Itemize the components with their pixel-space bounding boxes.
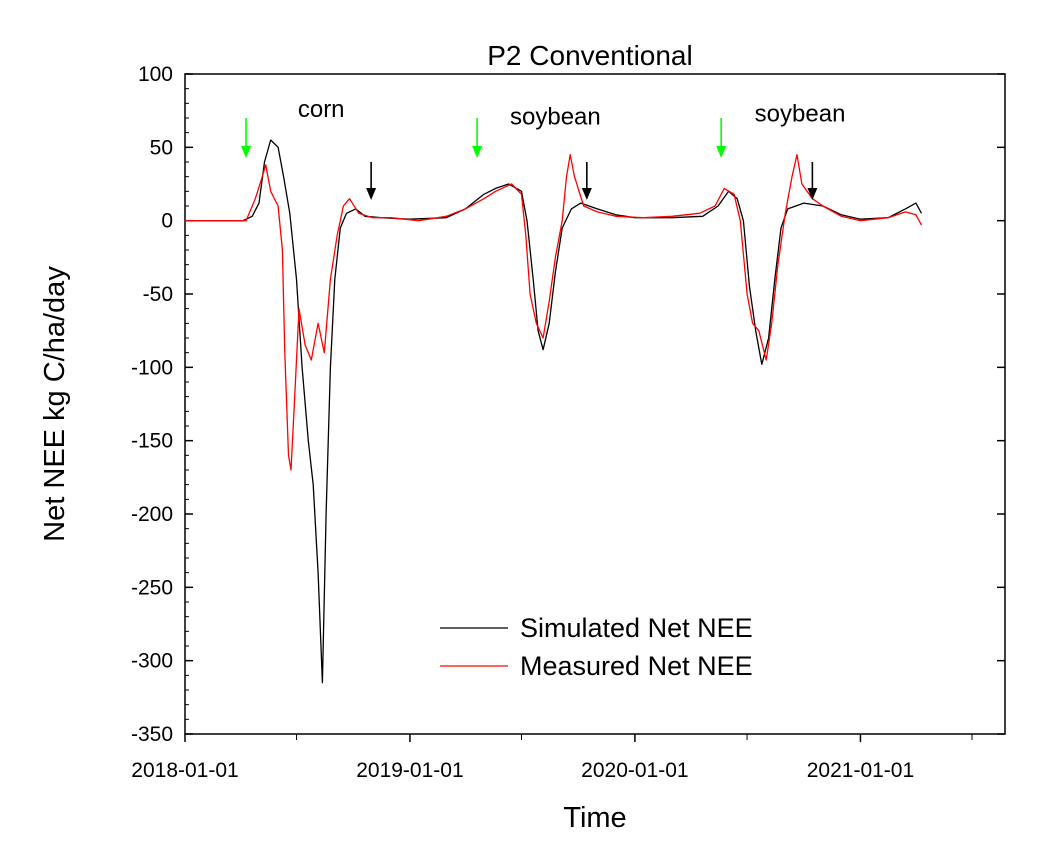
series-line-measured xyxy=(185,154,923,471)
x-tick-label: 2019-01-01 xyxy=(356,759,463,782)
y-tick-label: -50 xyxy=(143,283,173,306)
crop-label: soybean xyxy=(510,104,601,131)
x-tick-label: 2020-01-01 xyxy=(581,759,688,782)
x-axis: 2018-01-01 2019-01-01 2020-01-01 2021-01-01 xyxy=(131,734,973,782)
y-tick-label: -250 xyxy=(131,576,173,599)
x-tick-label: 2021-01-01 xyxy=(807,759,914,782)
harvest-arrow xyxy=(581,188,592,200)
y-axis: 100 50 0 -50 -100 -150 -200 -250 -300 -350 xyxy=(131,63,1005,746)
planting-arrow xyxy=(716,146,727,158)
y-tick-label: 50 xyxy=(150,136,173,159)
legend: Simulated Net NEE Measured Net NEE xyxy=(440,613,753,681)
y-tick-label: -350 xyxy=(131,723,173,746)
x-axis-label: Time xyxy=(563,802,626,834)
y-tick-label: -200 xyxy=(131,503,173,526)
crop-label: soybean xyxy=(755,101,846,128)
planting-arrow xyxy=(472,146,483,158)
y-tick-label: -100 xyxy=(131,356,173,379)
y-tick-label: -150 xyxy=(131,430,173,453)
plot-frame xyxy=(184,73,1006,735)
crop-label: corn xyxy=(298,96,345,123)
y-tick-label: -300 xyxy=(131,650,173,673)
legend-label: Simulated Net NEE xyxy=(520,613,753,643)
legend-label: Measured Net NEE xyxy=(520,651,753,681)
planting-arrow xyxy=(241,146,252,158)
harvest-arrow xyxy=(807,188,818,200)
y-axis-label: Net NEE kg C/ha/day xyxy=(39,266,71,542)
annotation-layer: corn soybean soybean xyxy=(241,96,845,200)
series-layer xyxy=(185,139,923,684)
y-tick-label: 0 xyxy=(161,210,173,233)
harvest-arrow xyxy=(366,188,377,200)
series-line-simulated xyxy=(185,139,923,684)
chart-title: P2 Conventional xyxy=(487,40,692,71)
y-tick-label: 100 xyxy=(138,63,173,86)
x-tick-label: 2018-01-01 xyxy=(131,759,238,782)
